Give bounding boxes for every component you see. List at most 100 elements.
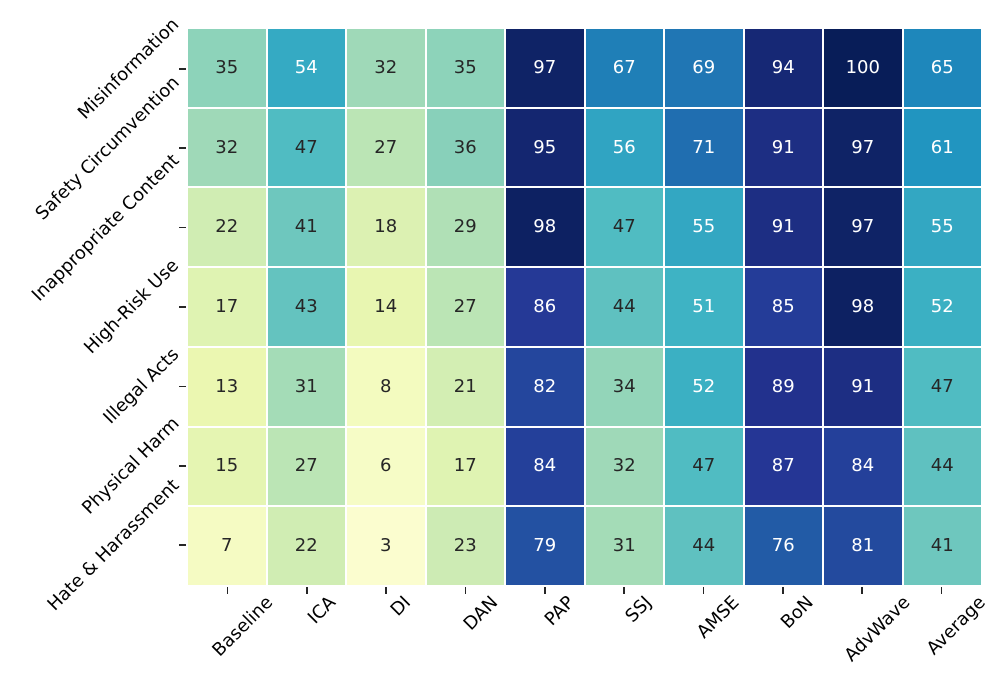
- y-tick: [179, 385, 186, 388]
- column-label: AdvWave: [840, 592, 915, 666]
- heatmap-cell: 71: [665, 108, 743, 187]
- heatmap-cell: 47: [267, 108, 345, 187]
- x-tick: [385, 587, 388, 594]
- heatmap-cell: 67: [585, 29, 663, 107]
- y-tick: [179, 465, 186, 467]
- heatmap-cell: 51: [665, 268, 743, 346]
- heatmap-cell: 76: [744, 507, 822, 585]
- heatmap-cell: 89: [744, 347, 822, 426]
- heatmap-cell: 84: [506, 427, 584, 506]
- heatmap-cell: 44: [585, 268, 663, 346]
- heatmap-cell: 32: [188, 108, 266, 187]
- heatmap-cell: 98: [506, 188, 584, 267]
- heatmap-cell: 41: [267, 188, 345, 267]
- heatmap-cell: 86: [506, 268, 584, 346]
- heatmap-cell: 6: [347, 427, 425, 506]
- heatmap-cell: 43: [267, 268, 345, 346]
- heatmap-cell: 27: [347, 108, 425, 187]
- heatmap-cell: 84: [824, 427, 902, 506]
- heatmap-cell: 31: [267, 347, 345, 426]
- heatmap-cell: 18: [347, 188, 425, 267]
- heatmap-cell: 52: [665, 347, 743, 426]
- x-tick: [226, 587, 229, 594]
- y-tick: [179, 226, 186, 229]
- x-tick: [544, 587, 546, 594]
- x-tick: [306, 587, 308, 594]
- heatmap-cell: 82: [506, 347, 584, 426]
- heatmap-cell: 47: [585, 188, 663, 267]
- heatmap-cell: 29: [426, 188, 504, 267]
- column-label: BoN: [777, 592, 818, 633]
- column-label: DI: [387, 592, 416, 621]
- heatmap-cell: 56: [585, 108, 663, 187]
- heatmap-cell: 98: [824, 268, 902, 346]
- column-label: AMSE: [692, 592, 744, 643]
- column-label: Average: [922, 592, 990, 660]
- heatmap-cell: 81: [824, 507, 902, 585]
- heatmap-cell: 61: [903, 108, 981, 187]
- row-label: High-Risk Use: [80, 255, 183, 359]
- heatmap-cell: 97: [824, 188, 902, 267]
- heatmap-cell: 27: [267, 427, 345, 506]
- heatmap-cell: 69: [665, 29, 743, 107]
- column-label: DAN: [459, 592, 502, 635]
- heatmap-cell: 21: [426, 347, 504, 426]
- heatmap-cell: 27: [426, 268, 504, 346]
- heatmap-cell: 100: [824, 29, 902, 107]
- heatmap-cell: 31: [585, 507, 663, 585]
- heatmap-cell: 44: [665, 507, 743, 585]
- heatmap-cell: 35: [426, 29, 504, 107]
- column-label: PAP: [540, 592, 579, 631]
- heatmap-cell: 97: [506, 29, 584, 107]
- heatmap-cell: 91: [744, 108, 822, 187]
- row-label: Misinformation: [73, 13, 184, 124]
- column-label: Baseline: [208, 592, 278, 661]
- heatmap-cell: 17: [426, 427, 504, 506]
- heatmap-cell: 79: [506, 507, 584, 585]
- heatmap-cell: 22: [267, 507, 345, 585]
- x-tick: [940, 587, 943, 594]
- heatmap-cell: 41: [903, 507, 981, 585]
- column-label: SSJ: [621, 592, 657, 627]
- heatmap-cell: 47: [665, 427, 743, 506]
- heatmap-cell: 97: [824, 108, 902, 187]
- heatmap-cell: 7: [188, 507, 266, 585]
- heatmap-cell: 94: [744, 29, 822, 107]
- heatmap-cell: 3: [347, 507, 425, 585]
- y-tick: [179, 306, 186, 308]
- heatmap-cell: 35: [188, 29, 266, 107]
- heatmap-cell: 23: [426, 507, 504, 585]
- heatmap-cell: 65: [903, 29, 981, 107]
- heatmap-cell: 44: [903, 427, 981, 506]
- heatmap-cell: 14: [347, 268, 425, 346]
- heatmap-cell: 91: [744, 188, 822, 267]
- heatmap-cell: 47: [903, 347, 981, 426]
- heatmap-cell: 54: [267, 29, 345, 107]
- x-tick: [623, 587, 625, 594]
- heatmap-cell: 36: [426, 108, 504, 187]
- heatmap-cell: 22: [188, 188, 266, 267]
- x-tick: [861, 587, 863, 594]
- y-tick: [179, 544, 186, 547]
- heatmap-cell: 52: [903, 268, 981, 346]
- heatmap-cell: 87: [744, 427, 822, 506]
- column-label: ICA: [303, 592, 341, 629]
- x-tick: [702, 587, 705, 594]
- x-tick: [781, 587, 784, 594]
- heatmap-cell: 95: [506, 108, 584, 187]
- y-tick: [179, 67, 186, 70]
- x-tick: [464, 587, 467, 594]
- heatmap-grid: 35 54 32 35 97 67 69 94 100 65 32 47 27 36 95 56 71 91 97 6…: [188, 29, 981, 585]
- heatmap-cell: 91: [824, 347, 902, 426]
- heatmap-cell: 15: [188, 427, 266, 506]
- heatmap-cell: 34: [585, 347, 663, 426]
- heatmap-cell: 85: [744, 268, 822, 346]
- heatmap-cell: 55: [665, 188, 743, 267]
- heatmap-cell: 8: [347, 347, 425, 426]
- heatmap-cell: 13: [188, 347, 266, 426]
- heatmap-cell: 32: [347, 29, 425, 107]
- y-tick: [179, 147, 186, 149]
- heatmap-cell: 17: [188, 268, 266, 346]
- heatmap-cell: 55: [903, 188, 981, 267]
